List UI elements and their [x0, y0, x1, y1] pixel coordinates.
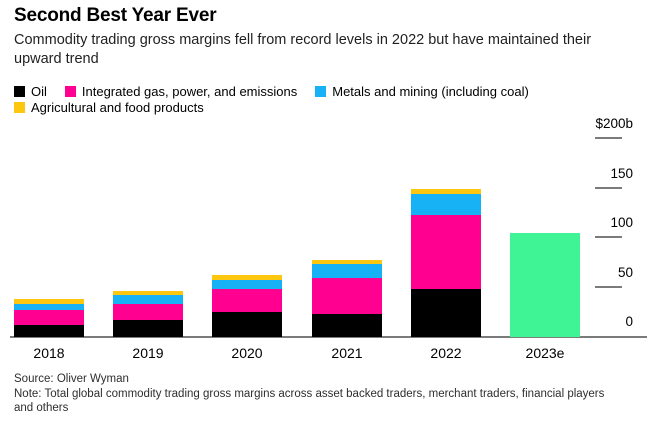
bar-segment — [212, 289, 282, 313]
bar-segment — [411, 194, 481, 216]
x-axis-line — [10, 336, 647, 338]
footer: Source: Oliver Wyman Note: Total global … — [14, 372, 616, 416]
chart-subtitle: Commodity trading gross margins fell fro… — [14, 32, 592, 67]
legend-item: Integrated gas, power, and emissions — [64, 83, 298, 99]
legend-row: Agricultural and food products — [14, 99, 547, 115]
legend-label: Agricultural and food products — [31, 99, 204, 115]
legend-item: Oil — [14, 84, 47, 99]
y-tick-label: $200b — [595, 116, 633, 131]
bar-segment — [312, 314, 382, 337]
bar-segment — [510, 233, 580, 337]
bar-segment — [113, 320, 183, 337]
bar-segment — [14, 325, 84, 337]
bar-segment — [411, 215, 481, 289]
y-tick-label: 50 — [617, 264, 633, 280]
legend-swatch-icon — [14, 101, 25, 113]
x-axis-label-2018: 2018 — [33, 345, 65, 361]
y-tick-line — [595, 285, 622, 288]
bar-segment — [14, 304, 84, 311]
bar-segment — [312, 277, 382, 315]
bar-2018 — [14, 299, 84, 337]
bar-2021 — [312, 259, 382, 337]
note-text: Note: Total global commodity trading gro… — [14, 387, 605, 415]
x-axis-label-2022: 2022 — [430, 345, 462, 361]
legend-item: Agricultural and food products — [14, 100, 204, 115]
bar-segment — [411, 188, 481, 195]
bar-segment — [14, 299, 84, 305]
legend-label: Integrated gas, power, and emissions — [81, 83, 298, 99]
bar-2022 — [411, 188, 481, 337]
source-text: Source: Oliver Wyman — [14, 373, 129, 385]
bar-segment — [312, 259, 382, 264]
y-tick-label: 150 — [610, 165, 633, 181]
x-axis-label-2021: 2021 — [331, 345, 363, 361]
legend-label: Metals and mining (including coal) — [332, 83, 529, 99]
x-axis-label-2019: 2019 — [132, 345, 164, 361]
bar-segment — [312, 263, 382, 278]
bar-segment — [113, 291, 183, 296]
y-tick-label: 0 — [625, 314, 633, 329]
legend-item: Metals and mining (including coal) — [315, 84, 529, 99]
y-tick-line — [595, 137, 622, 139]
bar-segment — [212, 274, 282, 280]
legend-swatch-icon — [64, 85, 76, 97]
y-tick-line — [595, 236, 622, 238]
bar-segment — [212, 279, 282, 290]
bar-segment — [14, 310, 84, 326]
bar-segment — [113, 295, 183, 305]
bar-segment — [411, 288, 481, 337]
chart-title: Second Best Year Ever — [14, 5, 217, 26]
bar-2020 — [212, 274, 282, 337]
y-tick-line — [595, 186, 622, 189]
bar-2023e — [510, 233, 580, 337]
x-axis-label-2020: 2020 — [231, 345, 263, 361]
bar-segment — [212, 312, 282, 337]
legend: Oil Integrated gas, power, and emissions M… — [14, 83, 547, 115]
bar-2019 — [113, 291, 183, 337]
legend-label: Oil — [31, 83, 47, 99]
bar-segment — [113, 304, 183, 321]
y-tick-label: 100 — [610, 215, 633, 230]
legend-swatch-icon — [14, 85, 25, 97]
x-axis-label-2023e: 2023e — [525, 345, 565, 361]
legend-row: Oil Integrated gas, power, and emissions M… — [14, 83, 547, 99]
legend-swatch-icon — [315, 85, 327, 97]
